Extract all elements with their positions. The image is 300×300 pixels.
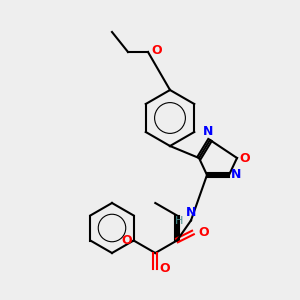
Text: O: O (121, 234, 132, 247)
Text: O: O (151, 44, 162, 58)
Text: N: N (186, 206, 196, 220)
Text: H: H (175, 217, 183, 226)
Text: N: N (203, 125, 213, 138)
Text: O: O (239, 152, 250, 164)
Text: O: O (198, 226, 208, 239)
Text: O: O (159, 262, 170, 275)
Text: N: N (231, 169, 242, 182)
